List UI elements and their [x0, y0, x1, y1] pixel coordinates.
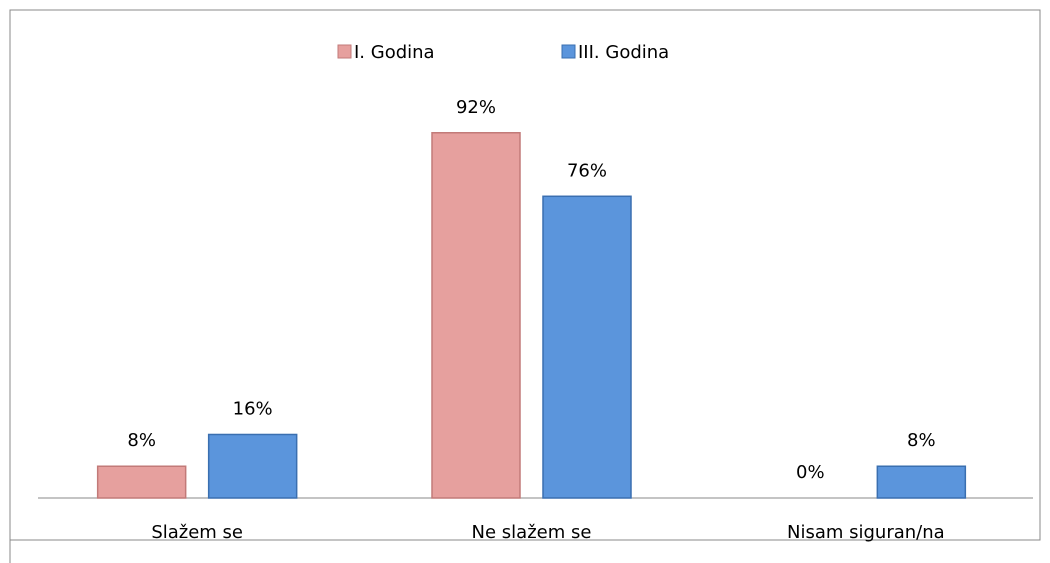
data-label: 76% — [567, 160, 607, 181]
data-label: 92% — [456, 97, 496, 118]
data-label: 8% — [907, 430, 936, 451]
legend-label: I. Godina — [354, 42, 435, 63]
legend-label: III. Godina — [578, 42, 669, 63]
legend-swatch — [561, 44, 576, 59]
data-label: 16% — [233, 398, 273, 419]
legend-swatch — [337, 44, 352, 59]
chart-frame — [9, 9, 1041, 541]
x-tick-label: Slažem se — [151, 522, 243, 543]
bar — [207, 433, 298, 499]
x-tick-label: Ne slažem se — [472, 522, 592, 543]
x-tick-label: Nisam siguran/na — [787, 522, 945, 543]
bar — [431, 132, 521, 499]
bar — [542, 195, 632, 499]
data-label: 0% — [796, 462, 825, 483]
bar — [96, 465, 187, 499]
bar — [876, 465, 967, 499]
data-label: 8% — [127, 430, 156, 451]
